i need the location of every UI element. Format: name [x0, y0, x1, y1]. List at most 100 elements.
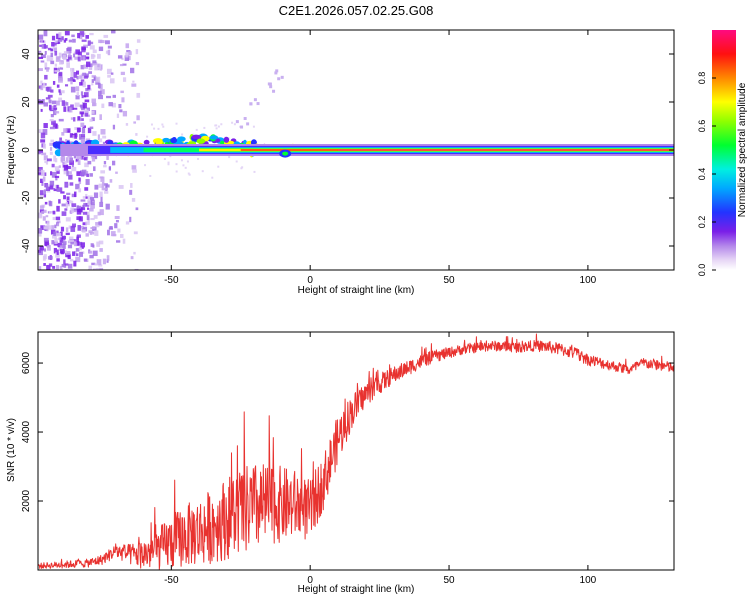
spectrogram-noise-cell — [76, 236, 79, 243]
spectrogram-noise-cell — [43, 102, 49, 107]
spectrogram-noise-cell — [91, 156, 96, 162]
spectrogram-noise-cell — [56, 57, 60, 60]
spectrogram-noise-cell — [72, 135, 75, 139]
spectrogram-noise-cell — [106, 255, 110, 261]
spectrogram-noise-cell — [69, 182, 74, 186]
spectrogram-noise-cell — [49, 118, 54, 122]
spectrogram-noise-cell — [94, 268, 99, 270]
spectrogram-noise-cell — [99, 201, 104, 208]
spectrogram-noise-cell — [89, 45, 95, 50]
spectrogram-drift-cell — [256, 102, 260, 106]
spectrogram-y-tick-label: -40 — [21, 238, 32, 253]
spectrogram-noise-cell — [102, 135, 107, 139]
spectrogram-noise-cell — [131, 165, 137, 170]
spectrogram-noise-cell — [97, 134, 100, 141]
spectrogram-noise-cell — [56, 68, 60, 72]
spectrogram-noise-cell — [68, 39, 73, 43]
spectrogram-noise-cell — [116, 113, 120, 118]
colorbar-tick-label: 0.0 — [697, 264, 707, 277]
spectrogram-noise-cell — [70, 240, 74, 245]
spectrogram-noise-cell — [74, 56, 79, 60]
spectrogram-noise-cell — [64, 38, 68, 41]
spectrogram-drift-cell — [274, 71, 278, 75]
spectrogram-noise-cell — [82, 56, 86, 61]
spectrogram-noise-cell — [78, 246, 82, 251]
spectrogram-noise-cell — [44, 240, 49, 247]
spectrogram-noise-cell — [50, 105, 55, 110]
spectrogram-noise-cell — [61, 211, 67, 216]
spectrogram-noise-cell — [47, 158, 52, 162]
spectrogram-noise-cell — [56, 223, 60, 227]
spectrogram-noise-cell — [49, 180, 55, 186]
spectrogram-noise-cell — [63, 235, 66, 241]
spectrogram-signal-blob — [223, 136, 230, 143]
spectrogram-noise-cell — [111, 160, 116, 166]
spectrogram-noise-cell — [84, 73, 89, 78]
spectrogram-noise-cell — [70, 258, 74, 262]
spectrogram-noise-cell — [92, 102, 97, 107]
spectrogram-noise-cell — [136, 92, 141, 98]
spectrogram-noise-cell — [91, 75, 96, 78]
spectrogram-noise-cell — [92, 244, 95, 248]
spectrogram-drift-cell — [235, 120, 239, 124]
spectrogram-drift-cell — [253, 98, 257, 102]
spectrogram-noise-cell — [110, 72, 114, 75]
spectrogram-noise-cell — [93, 192, 99, 199]
spectrogram-noise-cell — [65, 217, 71, 222]
spectrogram-noise-cell — [62, 54, 67, 61]
spectrogram-noise-cell — [55, 216, 61, 221]
spectrogram-noise-cell — [59, 36, 64, 41]
spectrogram-noise-cell — [50, 48, 53, 52]
spectrogram-signal-blob — [162, 137, 171, 143]
spectrogram-noise-cell — [125, 221, 130, 225]
spectrogram-noise-cell — [80, 170, 83, 173]
spectrogram-noise-cell — [86, 214, 90, 221]
spectrogram-noise-cell — [80, 242, 85, 248]
spectrogram-noise-cell — [144, 164, 147, 167]
spectrogram-noise-cell — [41, 210, 44, 214]
spectrogram-noise-cell — [43, 30, 48, 37]
spectrogram-noise-cell — [77, 160, 81, 165]
spectrogram-noise-cell — [72, 79, 76, 82]
spectrogram-drift-cell — [249, 102, 253, 106]
spectrogram-noise-cell — [87, 127, 92, 134]
spectrogram-noise-cell — [51, 100, 57, 105]
spectrogram-noise-cell — [72, 208, 78, 212]
spectrogram-noise-cell — [98, 264, 103, 267]
spectrogram-noise-cell — [63, 263, 67, 268]
spectrogram-noise-cell — [125, 52, 129, 58]
snr-x-axis: -50 0 50 100 — [164, 332, 597, 586]
spectrogram-noise-cell — [43, 237, 49, 242]
spectrogram-noise-cell — [150, 123, 153, 126]
spectrogram-noise-cell — [40, 54, 46, 59]
spectrogram-noise-cell — [43, 254, 47, 260]
spectrogram-noise-cell — [71, 203, 77, 208]
spectrogram-noise-cell — [81, 127, 86, 134]
spectrogram-noise-cell — [38, 212, 43, 218]
spectrogram-noise-cell — [48, 104, 52, 110]
spectrogram-noise-cell — [122, 63, 127, 66]
spectrogram-noise-cell — [82, 222, 87, 226]
spectrogram-signal-blob — [143, 139, 150, 145]
spectrogram-noise-cell — [73, 117, 76, 122]
spectrogram-noise-cell — [106, 68, 112, 75]
spectrogram-noise-cell — [44, 74, 48, 80]
spectrogram-noise-cell — [94, 184, 99, 190]
spectrogram-noise-cell — [49, 184, 54, 190]
spectrogram-noise-cell — [85, 211, 90, 216]
spectrogram-noise-cell — [53, 42, 57, 46]
spectrogram-noise-cell — [75, 158, 79, 162]
spectrogram-noise-cell — [68, 51, 71, 57]
spectrogram-noise-cell — [117, 55, 123, 59]
spectrogram-noise-cell — [79, 35, 83, 40]
spectrogram-noise-cell — [51, 240, 55, 245]
spectrogram-noise-cell — [81, 95, 84, 99]
spectrogram-noise-cell — [70, 71, 75, 77]
spectrogram-noise-cell — [59, 137, 62, 141]
spectrogram-noise-cell — [76, 171, 81, 176]
spectrogram-noise-cell — [131, 83, 137, 87]
spectrogram-noise-cell — [44, 50, 47, 55]
spectrogram-noise-cell — [70, 207, 74, 214]
spectrogram-noise-cell — [102, 258, 107, 265]
